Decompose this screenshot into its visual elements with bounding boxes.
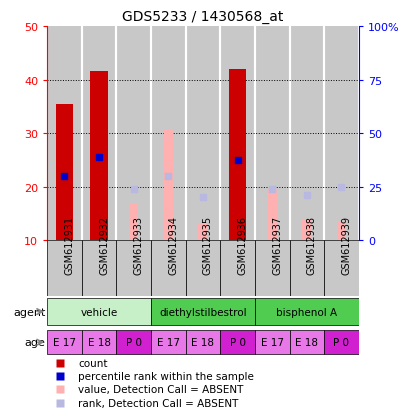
- Bar: [198, 225, 207, 241]
- Bar: [151, 241, 185, 296]
- Bar: [289, 27, 324, 241]
- Bar: [151, 330, 185, 355]
- Bar: [185, 330, 220, 355]
- Text: GSM612931: GSM612931: [64, 216, 74, 275]
- Bar: [47, 298, 151, 325]
- Text: GSM612935: GSM612935: [202, 216, 212, 275]
- Text: E 18: E 18: [191, 337, 214, 347]
- Bar: [151, 298, 254, 325]
- Text: GSM612932: GSM612932: [99, 216, 109, 275]
- Text: count: count: [78, 358, 108, 368]
- Bar: [267, 190, 276, 241]
- Text: E 17: E 17: [260, 337, 283, 347]
- Bar: [116, 241, 151, 296]
- Bar: [90, 72, 108, 241]
- Bar: [116, 27, 151, 241]
- Text: value, Detection Call = ABSENT: value, Detection Call = ABSENT: [78, 384, 243, 394]
- Bar: [47, 27, 81, 241]
- Text: E 17: E 17: [53, 337, 76, 347]
- Bar: [301, 219, 311, 241]
- Text: rank, Detection Call = ABSENT: rank, Detection Call = ABSENT: [78, 398, 238, 408]
- Text: GSM612939: GSM612939: [341, 216, 351, 275]
- Bar: [185, 27, 220, 241]
- Bar: [228, 70, 246, 241]
- Bar: [151, 27, 185, 241]
- Text: E 18: E 18: [294, 337, 317, 347]
- Text: GSM612938: GSM612938: [306, 216, 316, 275]
- Text: P 0: P 0: [126, 337, 142, 347]
- Bar: [324, 27, 358, 241]
- Bar: [185, 241, 220, 296]
- Bar: [220, 241, 254, 296]
- Text: agent: agent: [13, 307, 45, 317]
- Text: bisphenol A: bisphenol A: [276, 307, 337, 317]
- Title: GDS5233 / 1430568_at: GDS5233 / 1430568_at: [122, 10, 283, 24]
- Bar: [254, 241, 289, 296]
- Bar: [81, 330, 116, 355]
- Bar: [254, 27, 289, 241]
- Bar: [47, 241, 81, 296]
- Bar: [324, 330, 358, 355]
- Text: GSM612933: GSM612933: [133, 216, 144, 275]
- Bar: [81, 241, 116, 296]
- Text: age: age: [25, 337, 45, 347]
- Bar: [324, 241, 358, 296]
- Text: GSM612937: GSM612937: [272, 216, 281, 275]
- Text: E 18: E 18: [88, 337, 110, 347]
- Text: E 17: E 17: [157, 337, 180, 347]
- Text: vehicle: vehicle: [80, 307, 117, 317]
- Bar: [254, 298, 358, 325]
- Bar: [129, 203, 138, 241]
- Text: P 0: P 0: [333, 337, 348, 347]
- Text: percentile rank within the sample: percentile rank within the sample: [78, 371, 254, 381]
- Bar: [220, 330, 254, 355]
- Bar: [336, 222, 345, 241]
- Text: P 0: P 0: [229, 337, 245, 347]
- Text: diethylstilbestrol: diethylstilbestrol: [159, 307, 246, 317]
- Bar: [116, 330, 151, 355]
- Bar: [81, 27, 116, 241]
- Text: GSM612936: GSM612936: [237, 216, 247, 275]
- Bar: [289, 241, 324, 296]
- Bar: [163, 131, 173, 241]
- Bar: [56, 104, 73, 241]
- Text: GSM612934: GSM612934: [168, 216, 178, 275]
- Bar: [220, 27, 254, 241]
- Bar: [47, 330, 81, 355]
- Bar: [254, 330, 289, 355]
- Bar: [289, 330, 324, 355]
